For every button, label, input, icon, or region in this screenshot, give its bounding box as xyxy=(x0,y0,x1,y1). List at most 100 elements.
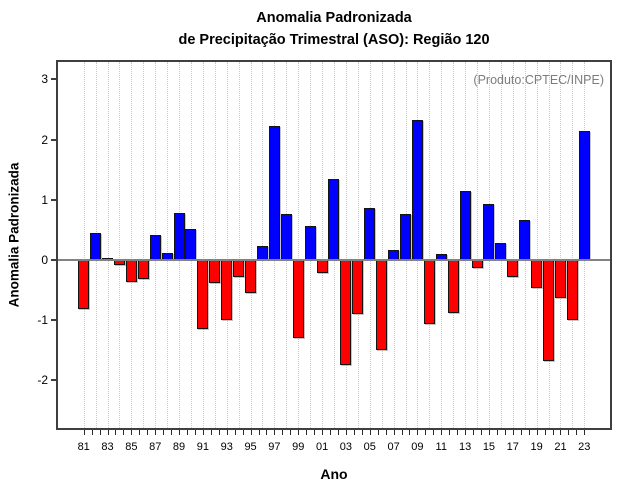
x-tick xyxy=(282,430,284,435)
x-tick-label-89: 89 xyxy=(172,441,186,453)
gridline xyxy=(238,62,240,428)
bar-00 xyxy=(304,225,316,260)
bar-85 xyxy=(125,260,137,283)
chart-title-line1: Anomalia Padronizada xyxy=(256,10,412,26)
x-tick xyxy=(171,430,173,435)
bar-22 xyxy=(566,260,578,321)
x-tick xyxy=(163,430,165,435)
x-tick xyxy=(306,430,308,435)
bar-02 xyxy=(328,178,340,260)
gridline xyxy=(322,62,324,428)
gridline xyxy=(83,62,85,428)
x-tick xyxy=(512,430,514,435)
x-tick xyxy=(194,430,196,435)
x-tick-label-15: 15 xyxy=(482,441,496,453)
bar-05 xyxy=(364,208,376,260)
x-tick-label-85: 85 xyxy=(125,441,138,453)
x-tick-label-07: 07 xyxy=(387,441,400,453)
gridline xyxy=(441,62,443,428)
gridline xyxy=(357,62,359,428)
bar-89 xyxy=(173,213,185,260)
x-tick-label-93: 93 xyxy=(220,441,233,453)
x-tick xyxy=(465,430,467,435)
bar-19 xyxy=(531,260,543,289)
x-tick xyxy=(345,430,347,435)
x-tick xyxy=(536,430,538,435)
gridline xyxy=(250,62,252,428)
bar-08 xyxy=(400,213,411,260)
y-tick-label-2: 2 xyxy=(41,132,48,147)
x-tick xyxy=(576,430,578,435)
bar-81 xyxy=(78,260,90,310)
gridline xyxy=(214,62,216,428)
x-tick xyxy=(496,430,498,435)
bar-93 xyxy=(221,260,233,321)
x-tick-label-17: 17 xyxy=(506,441,519,453)
x-tick xyxy=(83,430,85,435)
x-tick xyxy=(314,430,316,435)
x-tick-label-19: 19 xyxy=(530,441,543,453)
x-tick xyxy=(520,430,522,435)
x-tick xyxy=(210,430,212,435)
bar-23 xyxy=(578,130,590,260)
x-tick xyxy=(226,430,228,435)
y-tick xyxy=(51,138,58,141)
bar-98 xyxy=(280,214,292,260)
x-tick-label-95: 95 xyxy=(244,441,257,453)
zero-axis-line xyxy=(58,259,610,261)
x-tick xyxy=(385,430,387,435)
bar-03 xyxy=(340,260,352,366)
gridline xyxy=(536,62,538,428)
x-tick-label-21: 21 xyxy=(554,441,567,453)
bar-82 xyxy=(90,232,102,260)
x-tick xyxy=(274,430,276,435)
x-tick xyxy=(568,430,570,435)
x-tick xyxy=(234,430,236,435)
y-tick xyxy=(51,259,58,261)
x-tick xyxy=(353,430,355,435)
x-tick xyxy=(544,430,546,435)
x-tick xyxy=(99,430,101,435)
gridline xyxy=(477,62,479,428)
bar-87 xyxy=(149,234,161,260)
bar-17 xyxy=(507,260,519,278)
bar-20 xyxy=(543,260,555,361)
bar-99 xyxy=(292,260,304,339)
x-tick xyxy=(186,430,188,435)
gridline xyxy=(512,62,514,428)
bar-96 xyxy=(256,245,268,260)
x-tick-label-83: 83 xyxy=(101,441,114,453)
x-tick xyxy=(369,430,371,435)
x-tick-label-23: 23 xyxy=(578,441,591,453)
x-tick xyxy=(155,430,157,435)
y-tick-label-3: 3 xyxy=(41,72,48,87)
x-tick xyxy=(457,430,459,435)
x-tick xyxy=(258,430,260,435)
y-tick xyxy=(51,319,58,322)
gridline xyxy=(429,62,431,428)
x-tick-label-91: 91 xyxy=(196,441,209,453)
x-tick xyxy=(218,430,220,435)
product-annotation: (Produto:CPTEC/INPE) xyxy=(473,73,604,87)
x-tick xyxy=(481,430,482,435)
x-tick-label-99: 99 xyxy=(292,441,305,453)
x-tick xyxy=(298,430,300,435)
bar-09 xyxy=(411,119,423,260)
x-tick xyxy=(147,430,149,435)
y-axis-title: Anomalia Padronizada xyxy=(6,162,22,308)
bar-04 xyxy=(352,260,364,315)
bar-86 xyxy=(137,260,149,279)
x-tick xyxy=(107,430,109,435)
bar-18 xyxy=(519,220,531,260)
x-tick xyxy=(584,430,586,435)
bar-12 xyxy=(447,260,459,313)
gridline xyxy=(572,62,574,428)
gridline xyxy=(262,62,264,428)
x-tick xyxy=(417,430,419,435)
bar-95 xyxy=(245,260,257,294)
bar-06 xyxy=(376,260,388,351)
x-tick-label-87: 87 xyxy=(149,441,162,453)
x-tick xyxy=(115,430,117,435)
y-tick-label-1: 1 xyxy=(41,192,48,207)
x-tick xyxy=(409,430,411,435)
